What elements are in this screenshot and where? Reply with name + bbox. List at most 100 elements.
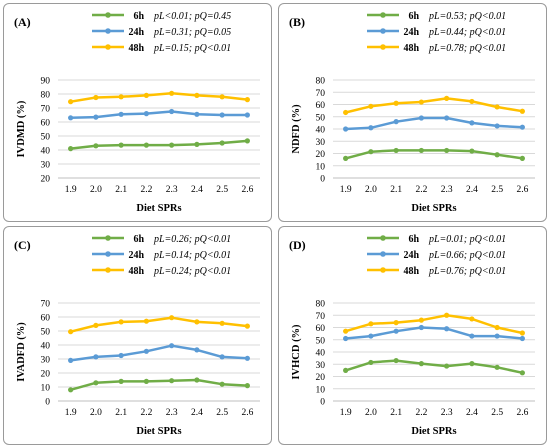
- y-tick-label: 40: [41, 147, 51, 157]
- data-point-48h: [343, 328, 349, 334]
- data-point-24h: [393, 328, 399, 334]
- data-point-24h: [143, 111, 149, 117]
- y-tick-label: 70: [41, 300, 51, 310]
- data-point-6h: [343, 367, 349, 373]
- data-point-48h: [469, 98, 475, 105]
- data-point-48h: [68, 329, 74, 335]
- data-point-24h: [219, 354, 225, 360]
- x-tick-label: 1.9: [340, 408, 352, 418]
- series-line-6h: [345, 359, 523, 375]
- y-tick-label: 20: [41, 175, 51, 185]
- data-point-24h: [494, 123, 500, 129]
- data-point-48h: [93, 322, 99, 328]
- chart-panel-a: (A) 6h pL<0.01; pQ=0.45 24h pL=0.31; pQ=0.05…: [3, 3, 272, 222]
- series-line-24h: [70, 110, 248, 120]
- data-point-24h: [368, 125, 374, 131]
- data-point-24h: [169, 108, 175, 115]
- data-point-24h: [244, 355, 250, 361]
- y-tick-label: 10: [316, 385, 326, 395]
- data-point-48h: [368, 103, 374, 109]
- data-point-24h: [68, 357, 74, 363]
- y-tick-label: 30: [41, 356, 51, 366]
- x-tick-label: 2.5: [491, 408, 503, 418]
- data-point-48h: [244, 97, 250, 103]
- x-tick-label: 2.5: [216, 408, 228, 418]
- y-axis-title: NDFD (%): [291, 104, 302, 154]
- y-tick-label: 80: [316, 77, 326, 87]
- data-point-24h: [68, 115, 74, 121]
- legend-marker-24h: [105, 251, 111, 257]
- y-tick-label: 50: [41, 328, 51, 338]
- x-tick-label: 1.9: [65, 408, 77, 418]
- y-tick-label: 20: [316, 373, 326, 383]
- legend-marker-6h: [105, 235, 111, 241]
- data-point-6h: [519, 155, 525, 161]
- x-tick-label: 2.0: [90, 185, 102, 195]
- legend-stats-48h: pL=0.76; pQ<0.01: [428, 266, 506, 277]
- data-point-48h: [444, 312, 450, 318]
- data-point-6h: [494, 152, 500, 158]
- x-tick-label: 2.6: [516, 185, 528, 195]
- legend-marker-24h: [380, 251, 386, 257]
- data-point-6h: [368, 149, 374, 155]
- series-line-48h: [70, 92, 248, 103]
- x-tick-label: 2.3: [166, 408, 178, 418]
- panel-label: (A): [14, 15, 31, 29]
- legend-marker-48h: [380, 44, 386, 50]
- legend-marker-48h: [105, 44, 111, 50]
- legend-stats-24h: pL=0.66; pQ<0.01: [428, 250, 506, 261]
- legend-marker-48h: [380, 267, 386, 273]
- series-line-48h: [70, 316, 248, 333]
- data-point-48h: [219, 94, 225, 100]
- data-point-48h: [368, 321, 374, 327]
- data-point-48h: [393, 100, 399, 106]
- data-point-6h: [444, 147, 450, 154]
- x-tick-label: 2.4: [191, 408, 203, 418]
- data-point-6h: [194, 141, 200, 147]
- data-point-48h: [343, 109, 349, 116]
- series-line-6h: [70, 378, 248, 392]
- data-point-6h: [393, 357, 399, 364]
- data-point-6h: [444, 363, 450, 369]
- x-axis-title: Diet SPRs: [411, 203, 456, 214]
- legend-marker-6h: [380, 12, 386, 18]
- x-axis-title: Diet SPRs: [136, 203, 181, 214]
- data-point-48h: [118, 94, 124, 100]
- legend-label-24h: 24h: [128, 27, 144, 38]
- data-point-48h: [219, 320, 225, 326]
- y-axis-title: IVDMD (%): [16, 100, 27, 157]
- legend-stats-24h: pL=0.44; pQ<0.01: [428, 27, 506, 38]
- legend-label-48h: 48h: [128, 43, 144, 54]
- data-point-6h: [118, 378, 124, 384]
- data-point-6h: [494, 364, 500, 370]
- data-point-48h: [118, 319, 124, 325]
- x-tick-label: 2.4: [191, 185, 203, 195]
- series-line-6h: [70, 139, 248, 150]
- data-point-24h: [444, 326, 450, 332]
- legend-label-6h: 6h: [408, 234, 419, 245]
- data-point-6h: [118, 142, 124, 148]
- legend-marker-24h: [105, 28, 111, 34]
- data-point-48h: [494, 104, 500, 110]
- y-tick-label: 30: [316, 361, 326, 371]
- data-point-24h: [418, 115, 424, 121]
- legend-marker-48h: [105, 267, 111, 273]
- series-line-24h: [70, 344, 248, 362]
- data-point-6h: [68, 146, 74, 152]
- x-tick-label: 2.4: [466, 408, 478, 418]
- y-tick-label: 50: [316, 336, 326, 346]
- data-point-48h: [194, 92, 200, 98]
- data-point-6h: [244, 383, 250, 389]
- data-point-6h: [143, 142, 149, 148]
- data-point-24h: [368, 333, 374, 339]
- data-point-24h: [343, 126, 349, 132]
- y-tick-label: 60: [316, 324, 326, 334]
- y-axis-title: IVADFD (%): [16, 322, 27, 382]
- data-point-24h: [219, 112, 225, 118]
- y-tick-label: 50: [41, 133, 51, 143]
- x-tick-label: 2.3: [441, 185, 453, 195]
- data-point-48h: [143, 318, 149, 324]
- data-point-24h: [194, 347, 200, 353]
- y-tick-label: 30: [316, 138, 326, 148]
- x-axis-title: Diet SPRs: [136, 426, 181, 437]
